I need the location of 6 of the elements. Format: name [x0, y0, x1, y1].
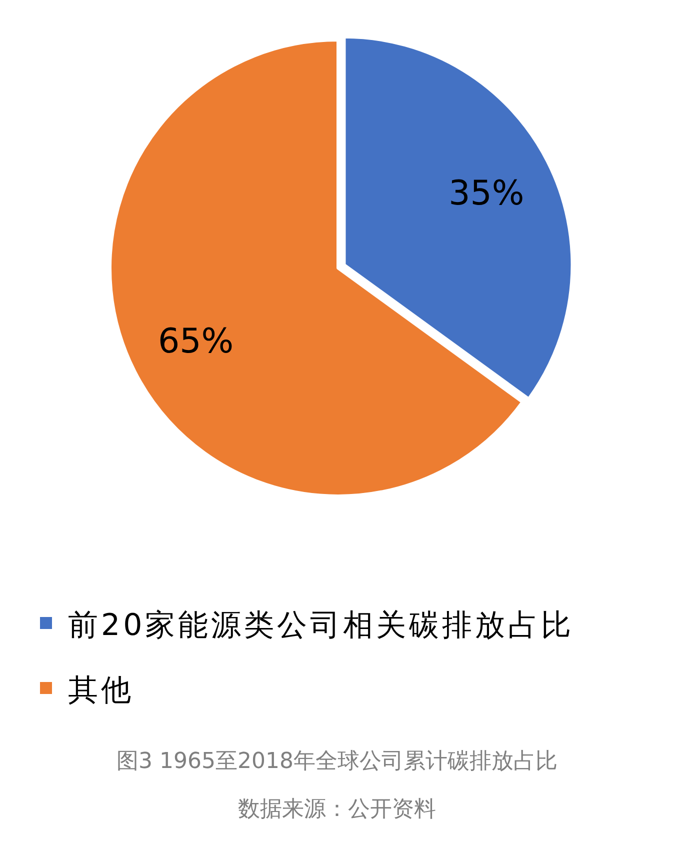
- data-label: 35%: [448, 173, 524, 214]
- text: 图3 1965至2018年全球公司累计碳排放占比: [116, 749, 558, 774]
- source-note: 数据来源：公开资料: [238, 797, 436, 822]
- legend-label: 其他: [68, 673, 134, 708]
- legend-label: 前20家能源类公司相关碳排放占比: [68, 608, 574, 643]
- data-label: 65%: [158, 321, 234, 362]
